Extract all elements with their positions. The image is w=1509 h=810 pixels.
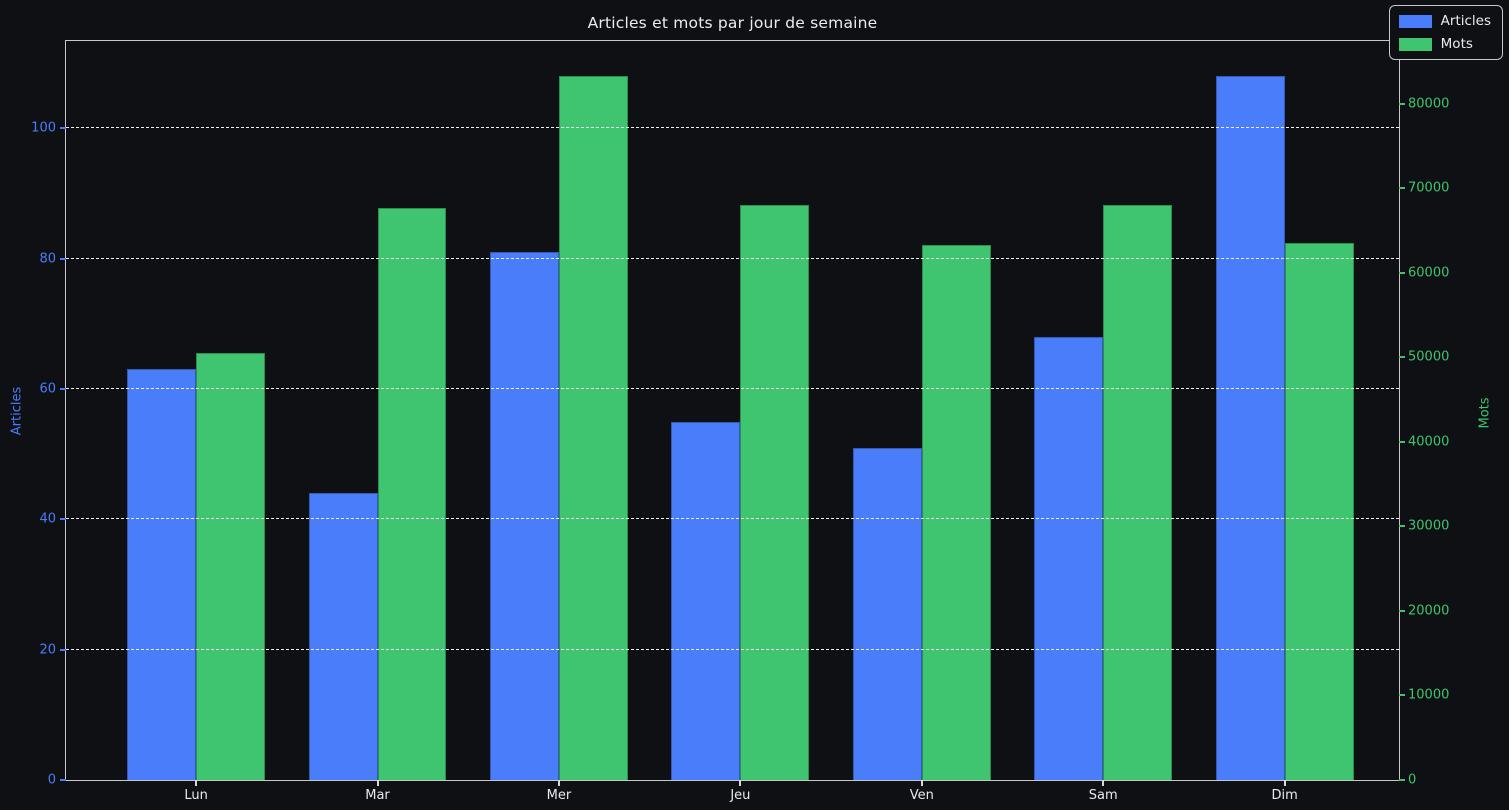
bar-articles-mar bbox=[308, 493, 378, 780]
right-tick-10000 bbox=[1399, 694, 1405, 697]
left-tick-label-60: 60 bbox=[39, 381, 56, 397]
legend-swatch-articles bbox=[1398, 14, 1432, 28]
left-tick-80 bbox=[60, 257, 66, 260]
right-tick-40000 bbox=[1399, 440, 1405, 443]
left-axis-label: Articles bbox=[9, 386, 25, 436]
right-tick-label-10000: 10000 bbox=[1408, 687, 1450, 703]
x-tick-ven bbox=[920, 780, 923, 786]
x-tick-label-ven: Ven bbox=[909, 788, 934, 803]
x-tick-mar bbox=[376, 780, 379, 786]
x-tick-lun bbox=[195, 780, 198, 786]
bar-articles-lun bbox=[127, 369, 197, 780]
right-tick-label-50000: 50000 bbox=[1408, 349, 1450, 365]
right-tick-label-70000: 70000 bbox=[1408, 180, 1450, 196]
right-tick-label-40000: 40000 bbox=[1408, 434, 1450, 450]
x-tick-dim bbox=[1283, 780, 1286, 786]
bar-articles-dim bbox=[1215, 76, 1285, 780]
left-tick-label-40: 40 bbox=[39, 511, 56, 527]
gridline-100 bbox=[66, 127, 1399, 129]
gridline-60 bbox=[66, 388, 1399, 389]
bar-mots-jeu bbox=[740, 205, 810, 780]
x-tick-label-sam: Sam bbox=[1088, 788, 1118, 803]
right-tick-30000 bbox=[1399, 525, 1405, 528]
left-tick-0 bbox=[60, 779, 66, 781]
gridline-40 bbox=[66, 518, 1399, 520]
bar-mots-mer bbox=[558, 75, 628, 780]
left-tick-label-100: 100 bbox=[31, 120, 56, 136]
right-tick-0 bbox=[1399, 779, 1405, 781]
left-tick-label-20: 20 bbox=[39, 642, 56, 658]
x-tick-jeu bbox=[739, 780, 742, 786]
bar-mots-mar bbox=[377, 207, 447, 780]
gridline-20 bbox=[66, 648, 1399, 650]
right-axis-label: Mots bbox=[1477, 397, 1493, 429]
legend-item-mots: Mots bbox=[1398, 36, 1491, 52]
legend-label-mots: Mots bbox=[1440, 36, 1473, 52]
x-tick-mer bbox=[557, 780, 560, 786]
right-tick-70000 bbox=[1399, 187, 1405, 190]
bar-articles-ven bbox=[852, 447, 922, 780]
legend-label-articles: Articles bbox=[1440, 13, 1491, 29]
x-tick-label-mer: Mer bbox=[546, 788, 572, 803]
right-tick-60000 bbox=[1399, 271, 1405, 274]
right-tick-50000 bbox=[1399, 356, 1405, 359]
x-tick-label-dim: Dim bbox=[1271, 788, 1298, 803]
left-tick-label-80: 80 bbox=[39, 251, 56, 267]
legend-swatch-mots bbox=[1398, 37, 1432, 51]
bar-mots-dim bbox=[1284, 243, 1354, 780]
left-tick-100 bbox=[60, 127, 66, 130]
bar-mots-lun bbox=[196, 353, 265, 780]
chart-title: Articles et mots par jour de semaine bbox=[587, 14, 878, 32]
x-tick-label-lun: Lun bbox=[184, 788, 208, 803]
legend: Articles Mots bbox=[1388, 5, 1503, 60]
right-tick-label-60000: 60000 bbox=[1408, 265, 1450, 281]
bar-articles-sam bbox=[1034, 336, 1104, 780]
right-tick-label-0: 0 bbox=[1408, 772, 1417, 788]
left-tick-60 bbox=[60, 388, 66, 390]
bar-articles-mer bbox=[490, 252, 559, 780]
bar-mots-ven bbox=[921, 244, 991, 780]
gridline-80 bbox=[66, 257, 1399, 259]
plot-area: 0 20 40 60 80 100 0 10000 20000 30000 40000 50000 60… bbox=[31, 40, 1449, 803]
x-tick-sam bbox=[1102, 780, 1105, 786]
left-tick-20 bbox=[60, 648, 66, 651]
bar-mots-sam bbox=[1103, 205, 1173, 780]
x-tick-label-mar: Mar bbox=[365, 788, 390, 803]
legend-item-articles: Articles bbox=[1398, 13, 1491, 29]
right-tick-label-20000: 20000 bbox=[1408, 603, 1450, 619]
left-tick-label-0: 0 bbox=[47, 772, 56, 788]
right-tick-20000 bbox=[1399, 609, 1405, 612]
left-tick-40 bbox=[60, 518, 66, 521]
right-tick-label-30000: 30000 bbox=[1408, 518, 1450, 534]
right-tick-label-80000: 80000 bbox=[1408, 96, 1450, 112]
x-tick-label-jeu: Jeu bbox=[730, 788, 751, 803]
bar-articles-jeu bbox=[671, 421, 741, 780]
right-tick-80000 bbox=[1399, 102, 1405, 105]
